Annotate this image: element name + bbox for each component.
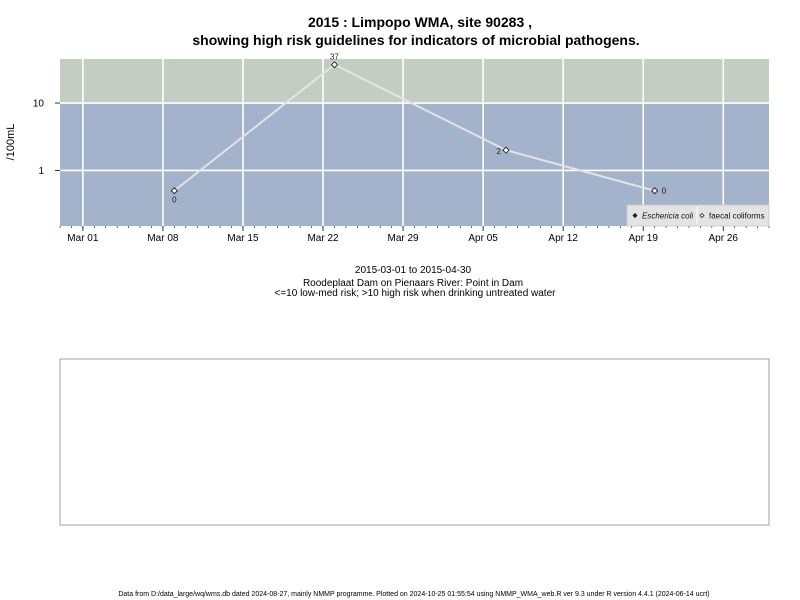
legend: Eschericia coli faecal coliforms: [626, 204, 770, 227]
chart-title-line1: 2015 : Limpopo WMA, site 90283 ,: [308, 14, 532, 30]
data-point-label: 0: [172, 196, 177, 205]
x-tick-label: Apr 19: [628, 233, 658, 244]
legend-box: [626, 204, 770, 227]
x-tick-label: Mar 22: [307, 233, 339, 244]
data-point-label: 37: [330, 53, 339, 62]
legend-marker: [699, 212, 705, 219]
x-tick-label: Mar 15: [227, 233, 259, 244]
legend-entry-label: faecal coliforms: [709, 212, 765, 221]
legend-marker: [632, 212, 638, 219]
empty-panel: [59, 358, 770, 526]
data-point-marker: [651, 187, 659, 195]
x-tick-label: Mar 08: [147, 233, 179, 244]
x-tick-label: Mar 29: [388, 233, 420, 244]
y-tick-label: 10: [33, 99, 45, 110]
legend-entry-label: Eschericia coli: [642, 212, 693, 221]
grid-lines: [60, 59, 769, 226]
chart-title-line2: showing high risk guidelines for indicat…: [192, 32, 639, 48]
y-tick-label: 1: [38, 166, 44, 177]
footer-note: Data from D:/data_large/wq/wms.db dated …: [118, 591, 709, 598]
data-point-marker: [502, 146, 510, 154]
data-point-label: 0: [662, 187, 667, 196]
y-axis-label: /100mL: [5, 124, 17, 161]
plot-background: [60, 59, 769, 226]
x-tick-label: Apr 12: [548, 233, 578, 244]
data-point-marker: [170, 187, 178, 195]
location-text: Roodeplaat Dam on Pienaars River: Point …: [303, 278, 523, 289]
high-risk-band: [60, 59, 769, 104]
x-tick-label: Apr 26: [709, 233, 739, 244]
data-point-label: 2: [497, 147, 502, 156]
data-series: 0 37 2 0: [170, 53, 667, 205]
data-point-marker: [330, 61, 339, 69]
guideline-text: <=10 low-med risk; >10 high risk when dr…: [275, 288, 557, 299]
x-tick-label: Mar 01: [67, 233, 99, 244]
axes: Mar 01 Mar 08 Mar 15 Mar 22 Mar 29 Apr 05 Apr …: [33, 99, 770, 244]
date-range-text: 2015-03-01 to 2015-04-30: [355, 265, 472, 276]
series-line: [173, 63, 655, 192]
x-tick-label: Apr 05: [468, 233, 498, 244]
